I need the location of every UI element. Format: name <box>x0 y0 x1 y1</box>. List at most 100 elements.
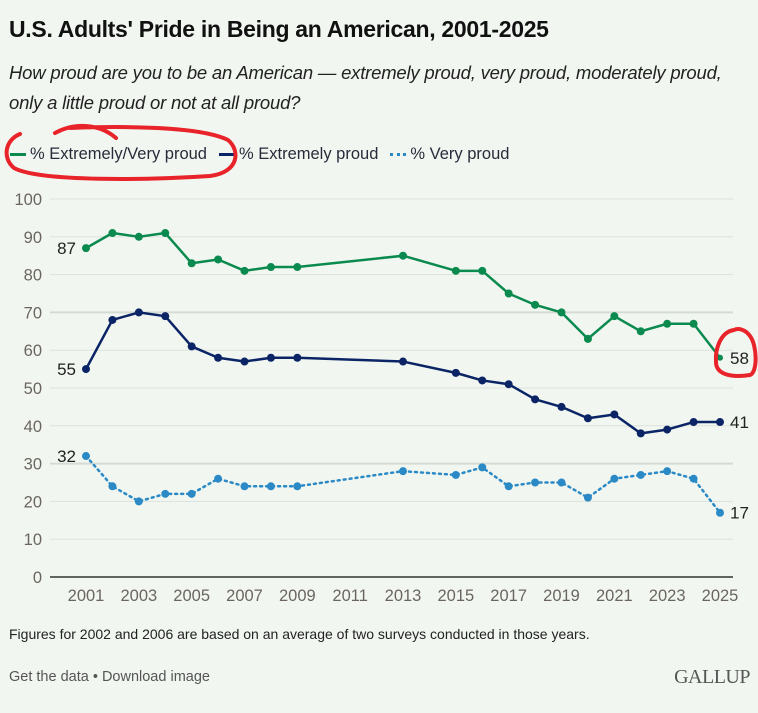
footnote: Figures for 2002 and 2006 are based on a… <box>9 626 590 642</box>
chart-subtitle: How proud are you to be an American — ex… <box>9 62 722 113</box>
y-tick-label: 70 <box>24 304 42 322</box>
data-point <box>610 410 619 419</box>
data-point <box>266 353 275 362</box>
data-point <box>663 319 672 328</box>
x-tick-label: 2003 <box>120 587 157 605</box>
data-point <box>240 266 249 275</box>
download-image-link[interactable]: Download image <box>101 669 210 685</box>
legend-label: % Extremely proud <box>239 144 379 163</box>
legend-label: % Extremely/Very proud <box>30 144 207 163</box>
data-point <box>689 418 698 427</box>
legend-item-extremely-very[interactable]: % Extremely/Very proud <box>10 145 207 164</box>
data-point <box>108 229 117 238</box>
data-point <box>504 482 513 491</box>
data-point <box>399 357 407 366</box>
data-point <box>134 308 143 317</box>
x-tick-label: 2009 <box>279 587 316 605</box>
data-point <box>240 357 249 366</box>
chart-title: U.S. Adults' Pride in Being an American,… <box>9 16 549 42</box>
data-point <box>82 452 90 461</box>
x-tick-label: 2021 <box>596 587 633 605</box>
data-point <box>134 497 143 506</box>
data-point <box>214 255 223 264</box>
start-value-label: 32 <box>57 447 76 466</box>
x-axis-ticks: 2001 2003 2005 2007 2009 2011 2013 2015 2017 2019… <box>68 587 739 605</box>
y-tick-label: 80 <box>24 267 42 285</box>
data-point <box>399 251 407 260</box>
legend-swatch-dotted-line-icon <box>390 152 407 156</box>
data-point <box>214 353 223 362</box>
data-point <box>663 425 672 434</box>
data-point <box>187 259 196 268</box>
y-tick-label: 20 <box>24 493 42 511</box>
data-point <box>161 229 170 238</box>
data-point <box>108 315 117 324</box>
gallup-logo: GALLUP <box>674 666 750 688</box>
x-tick-label: 2023 <box>649 587 686 605</box>
data-point <box>293 353 302 362</box>
legend: % Extremely/Very proud % Extremely proud… <box>10 142 521 166</box>
data-point <box>663 467 672 476</box>
x-tick-label: 2025 <box>702 587 739 605</box>
data-point <box>451 266 460 275</box>
legend-swatch-green-line-icon <box>10 152 26 156</box>
data-point <box>610 312 619 321</box>
data-point <box>504 380 513 389</box>
data-point <box>214 474 223 483</box>
data-point <box>451 368 460 377</box>
y-tick-label: 50 <box>24 380 42 398</box>
legend-item-extremely[interactable]: % Extremely proud <box>219 145 378 164</box>
x-tick-label: 2015 <box>437 587 474 605</box>
data-point <box>399 467 407 476</box>
x-tick-label: 2013 <box>385 587 422 605</box>
data-point <box>557 478 566 487</box>
data-point <box>504 289 513 298</box>
data-point <box>716 508 724 517</box>
legend-swatch-navy-line-icon <box>219 152 235 156</box>
data-labels: 87 58 55 41 32 17 <box>57 239 749 523</box>
data-point <box>293 263 302 272</box>
legend-label: % Very proud <box>410 144 510 163</box>
data-point <box>610 474 619 483</box>
start-value-label: 55 <box>57 360 76 379</box>
end-value-label: 17 <box>730 504 749 523</box>
y-tick-label: 0 <box>33 569 42 587</box>
data-point <box>636 429 645 438</box>
x-tick-label: 2007 <box>226 587 263 605</box>
x-tick-label: 2019 <box>543 587 580 605</box>
data-point <box>716 418 724 427</box>
x-tick-label: 2011 <box>332 587 367 605</box>
separator: • <box>88 669 102 685</box>
data-point <box>478 376 487 385</box>
end-value-label: 41 <box>730 413 749 432</box>
footer-links: Get the data • Download image <box>9 669 210 685</box>
series-lines <box>82 229 724 517</box>
data-point <box>266 482 275 491</box>
legend-item-very[interactable]: % Very proud <box>390 145 509 164</box>
data-point <box>451 470 460 479</box>
data-point <box>557 308 566 317</box>
data-point <box>636 327 645 336</box>
x-tick-label: 2017 <box>490 587 527 605</box>
data-point <box>689 319 698 328</box>
y-tick-label: 10 <box>24 531 42 549</box>
data-point <box>478 266 487 275</box>
data-point <box>161 312 170 321</box>
y-tick-label: 40 <box>24 418 42 436</box>
x-tick-label: 2001 <box>68 587 105 605</box>
data-point <box>583 414 592 423</box>
data-point <box>583 493 592 502</box>
data-point <box>478 463 487 472</box>
data-point <box>187 489 196 498</box>
y-tick-label: 30 <box>24 456 42 474</box>
data-point <box>161 489 170 498</box>
data-point <box>82 365 90 374</box>
data-point <box>240 482 249 491</box>
y-tick-label: 100 <box>14 191 42 209</box>
data-point <box>583 334 592 343</box>
get-data-link[interactable]: Get the data <box>9 669 89 685</box>
y-tick-label: 90 <box>24 229 42 247</box>
series-line-2 <box>84 311 720 435</box>
data-point <box>689 474 698 483</box>
